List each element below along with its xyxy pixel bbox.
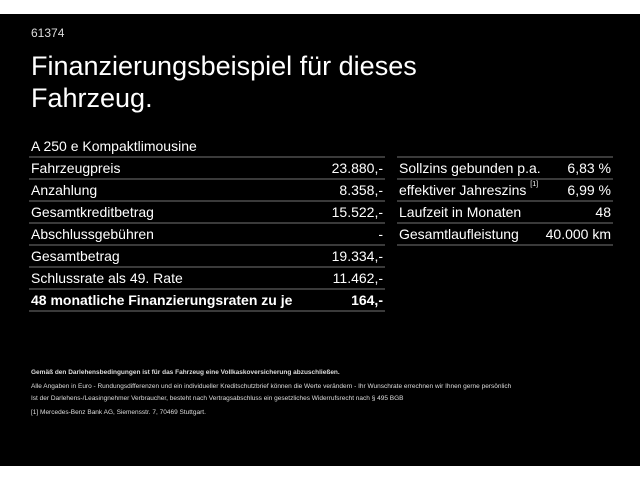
finance-table-left: Fahrzeugpreis 23.880,- Anzahlung 8.358,- G…: [29, 156, 385, 312]
row-label: Abschlussgebühren: [31, 226, 154, 242]
monthly-rate-row: 48 monatliche Finanzierungsraten zu je 16…: [29, 290, 385, 312]
finance-panel: [0, 14, 640, 466]
model-name: A 250 e Kompaktlimousine: [31, 138, 197, 154]
page-title: Finanzierungsbeispiel für dieses Fahrzeu…: [31, 51, 417, 113]
row-label: effektiver Jahreszins: [399, 182, 527, 198]
row-value: 40.000 km: [545, 226, 611, 242]
table-row: Abschlussgebühren -: [29, 224, 385, 246]
row-value: 11.462,-: [332, 270, 383, 286]
footer-insurance-note: Gemäß den Darlehensbedingungen ist für d…: [31, 369, 340, 376]
footnote-marker: [1]: [530, 181, 539, 188]
row-value: -: [378, 226, 383, 242]
table-row: Laufzeit in Monaten 48: [397, 202, 613, 224]
footer-bank-note: [1] Mercedes-Benz Bank AG, Siemensstr. 7…: [31, 409, 206, 416]
table-row: effektiver Jahreszins [1] 6,99 %: [397, 180, 613, 202]
footer-withdrawal-note: Ist der Darlehens-/Leasingnehmer Verbrau…: [31, 395, 404, 402]
row-label: Anzahlung: [31, 182, 98, 198]
table-row: Schlussrate als 49. Rate 11.462,-: [29, 268, 385, 290]
row-label: Gesamtkreditbetrag: [31, 204, 154, 220]
row-value: 8.358,-: [339, 182, 383, 198]
table-row: Gesamtlaufleistung 40.000 km: [397, 224, 613, 246]
table-row: Fahrzeugpreis 23.880,-: [29, 158, 385, 180]
row-value: 48: [595, 204, 611, 220]
vehicle-code: 61374: [31, 26, 65, 40]
row-label: Gesamtlaufleistung: [399, 226, 519, 242]
row-value: 6,83 %: [567, 160, 611, 176]
table-row: Gesamtkreditbetrag 15.522,-: [29, 202, 385, 224]
row-value: 15.522,-: [331, 204, 383, 220]
finance-table-right: Sollzins gebunden p.a. 6,83 % effektiver …: [397, 156, 613, 246]
row-label: Laufzeit in Monaten: [399, 204, 522, 220]
table-row: Gesamtbetrag 19.334,-: [29, 246, 385, 268]
row-value: 23.880,-: [331, 160, 383, 176]
row-value: 19.334,-: [331, 248, 383, 264]
row-label: Fahrzeugpreis: [31, 160, 121, 176]
row-label: 48 monatliche Finanzierungsraten zu je: [31, 292, 293, 308]
table-row: Sollzins gebunden p.a. 6,83 %: [397, 158, 613, 180]
footer-disclaimer: Alle Angaben in Euro - Rundungsdifferenz…: [31, 383, 512, 390]
row-value: 6,99 %: [567, 182, 611, 198]
table-row: Anzahlung 8.358,-: [29, 180, 385, 202]
row-value: 164,-: [351, 292, 383, 308]
row-label: Schlussrate als 49. Rate: [31, 270, 183, 286]
row-label: Sollzins gebunden p.a.: [399, 160, 541, 176]
row-label: Gesamtbetrag: [31, 248, 120, 264]
